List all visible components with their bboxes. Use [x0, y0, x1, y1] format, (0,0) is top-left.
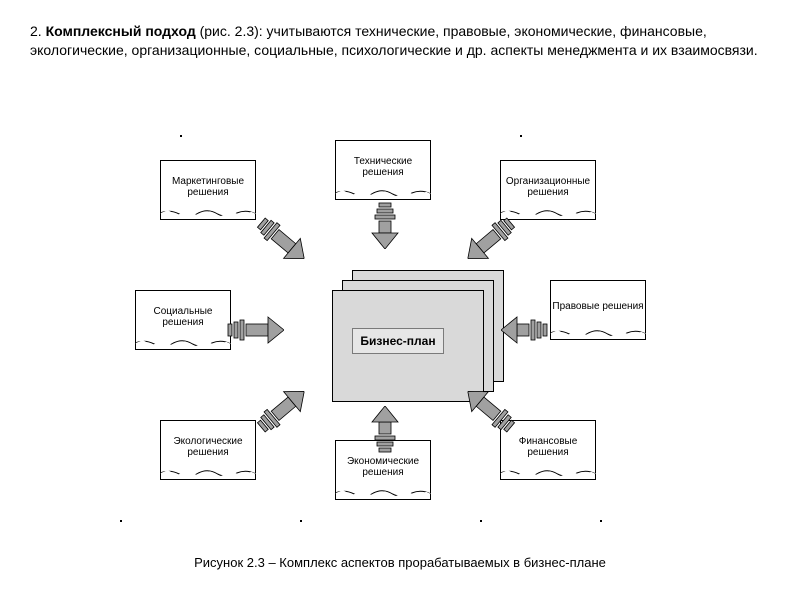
arrow-social: [226, 315, 284, 345]
intro-text: 2. Комплексный подход (рис. 2.3): учитыв…: [30, 22, 770, 60]
diagram: Бизнес-план Маркетинговые решения Технич…: [130, 130, 670, 530]
arrow-technical: [370, 201, 400, 249]
arrow-economic: [370, 406, 400, 454]
tick-mark: [180, 135, 182, 137]
note-label: Правовые решения: [552, 301, 643, 313]
center-label: Бизнес-план: [352, 328, 444, 354]
figure-caption: Рисунок 2.3 – Комплекс аспектов прорабат…: [0, 555, 800, 570]
intro-prefix: 2.: [30, 23, 46, 39]
note-social: Социальные решения: [135, 290, 231, 343]
page: 2. Комплексный подход (рис. 2.3): учитыв…: [0, 0, 800, 600]
note-legal: Правовые решения: [550, 280, 646, 333]
note-label: Организационные решения: [501, 176, 595, 199]
note-label: Экономические решения: [336, 456, 430, 479]
note-technical: Технические решения: [335, 140, 431, 193]
arrow-marketing: [250, 210, 314, 270]
note-ecological: Экологические решения: [160, 420, 256, 473]
tick-mark: [120, 520, 122, 522]
note-label: Технические решения: [336, 156, 430, 179]
note-label: Экологические решения: [161, 436, 255, 459]
tick-mark: [300, 520, 302, 522]
note-financial: Финансовые решения: [500, 420, 596, 473]
note-label: Социальные решения: [136, 306, 230, 329]
intro-bold: Комплексный подход: [46, 23, 196, 39]
tick-mark: [600, 520, 602, 522]
note-label: Маркетинговые решения: [161, 176, 255, 199]
center-label-text: Бизнес-план: [360, 334, 435, 348]
tick-mark: [520, 135, 522, 137]
arrow-legal: [501, 315, 549, 345]
tick-mark: [480, 520, 482, 522]
note-label: Финансовые решения: [501, 436, 595, 459]
arrow-ecological: [250, 380, 314, 440]
note-marketing: Маркетинговые решения: [160, 160, 256, 213]
note-org: Организационные решения: [500, 160, 596, 213]
